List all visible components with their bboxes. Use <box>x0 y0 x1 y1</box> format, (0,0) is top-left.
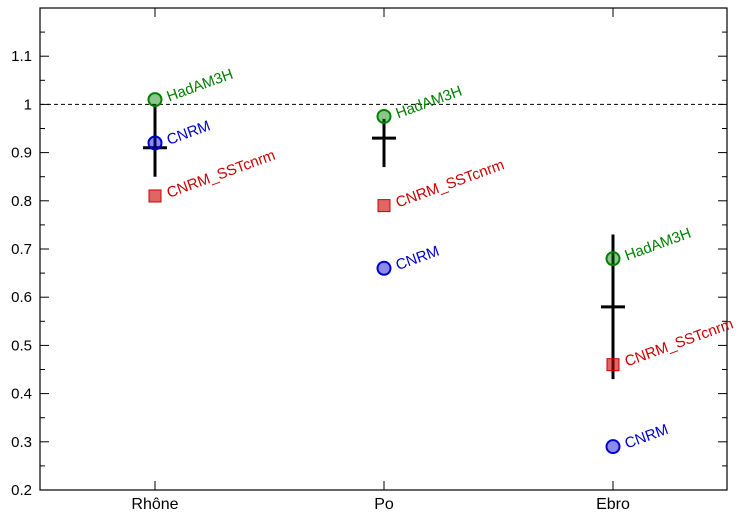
y-axis: 0.2 0.3 0.4 0.5 0.6 0.7 0.8 0.9 1 1.1 <box>11 31 727 499</box>
y-tick-label: 1 <box>24 96 32 113</box>
y-tick-label: 0.3 <box>11 434 32 451</box>
data-point-label: HadAM3H <box>165 66 236 106</box>
data-point-label: HadAM3H <box>394 83 465 123</box>
ensemble-layer <box>143 104 625 380</box>
x-category-label: Rhône <box>131 496 178 513</box>
data-point <box>147 92 163 108</box>
data-point-label: HadAM3H <box>623 225 694 265</box>
data-point-label: CNRM <box>623 421 671 452</box>
y-tick-label: 0.6 <box>11 289 32 306</box>
data-point <box>148 189 162 203</box>
data-point <box>605 251 621 267</box>
data-point <box>606 358 620 372</box>
data-point-label: CNRM <box>165 117 213 148</box>
data-point <box>377 199 391 213</box>
points-layer: HadAM3H HadAM3HHadAM3HCNRMCNRMCNRMCNRM_SS… <box>147 66 736 455</box>
y-tick-label: 1.1 <box>11 48 32 65</box>
data-point <box>376 260 392 276</box>
y-tick-label: 0.4 <box>11 386 32 403</box>
y-tick-label: 0.7 <box>11 241 32 258</box>
data-point <box>376 108 392 124</box>
data-point <box>605 439 621 455</box>
y-tick-label: 0.9 <box>11 145 32 162</box>
data-point <box>147 135 163 151</box>
y-tick-label: 0.8 <box>11 193 32 210</box>
data-point-label: CNRM_SSTcnrm <box>623 315 736 370</box>
y-tick-label: 0.2 <box>11 482 32 499</box>
data-point-label: CNRM_SSTcnrm <box>394 156 507 211</box>
data-point-label: CNRM_SSTcnrm <box>165 147 278 202</box>
x-category-label: Po <box>374 496 394 513</box>
data-point-label: CNRM <box>394 243 442 274</box>
x-axis: Rhône Po Ebro <box>131 8 630 513</box>
y-tick-label: 0.5 <box>11 337 32 354</box>
x-category-label: Ebro <box>596 496 630 513</box>
